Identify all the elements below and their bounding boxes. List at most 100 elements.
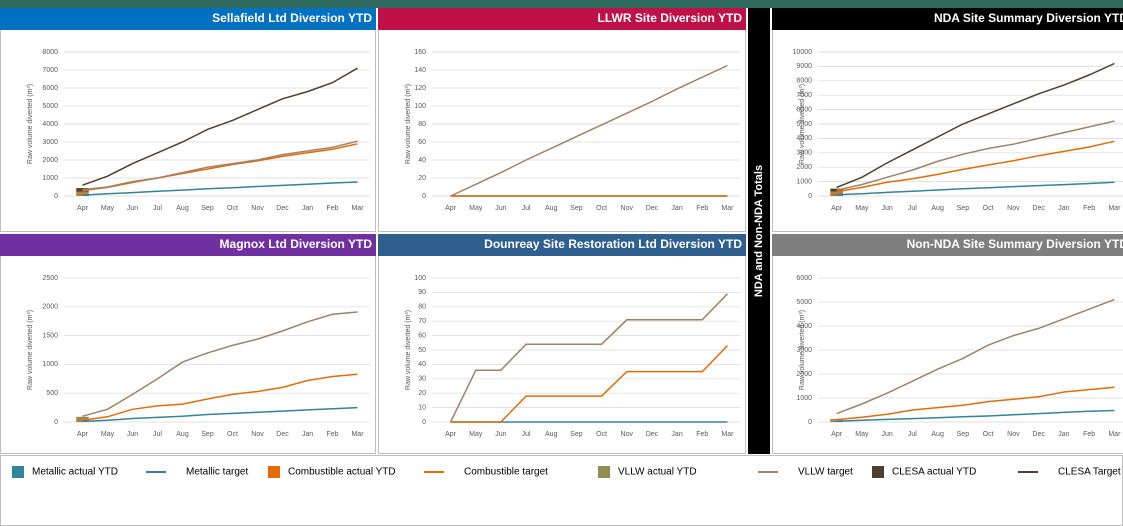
x-tick-label: Apr [445, 431, 457, 438]
x-tick-label: May [101, 205, 115, 212]
y-tick-label: 5000 [796, 299, 812, 306]
target-line [450, 345, 728, 423]
y-tick-label: 0 [422, 193, 426, 200]
y-tick-label: 4000 [796, 135, 812, 142]
x-tick-label: May [469, 431, 483, 438]
x-tick-label: Dec [1032, 205, 1045, 212]
panel-title: Non-NDA Site Summary Diversion YTD [907, 237, 1123, 251]
y-tick-label: 4000 [42, 121, 58, 128]
y-tick-label: 0 [808, 193, 812, 200]
y-tick-label: 120 [414, 85, 426, 92]
y-axis-label: Raw volume diverted (m³) [27, 84, 34, 164]
y-tick-label: 20 [418, 175, 426, 182]
x-tick-label: Aug [176, 205, 189, 212]
panel-header [0, 8, 376, 30]
x-tick-label: Sep [570, 431, 583, 438]
x-tick-label: May [101, 431, 115, 438]
x-tick-label: Aug [545, 431, 558, 438]
x-tick-label: Sep [201, 205, 214, 212]
y-tick-label: 6000 [796, 275, 812, 282]
y-tick-label: 5000 [42, 103, 58, 110]
actual-bar [76, 421, 89, 422]
y-tick-label: 10000 [793, 49, 813, 56]
x-tick-label: Jun [127, 431, 138, 438]
x-tick-label: Jan [671, 205, 682, 212]
y-tick-label: 3000 [42, 139, 58, 146]
legend-swatch [872, 466, 884, 478]
legend-label: VLLW target [798, 467, 853, 478]
x-tick-label: Feb [696, 431, 708, 438]
y-axis-label: Raw volume diverted (m³) [27, 310, 34, 390]
x-tick-label: Nov [251, 431, 264, 438]
x-tick-label: Aug [176, 431, 189, 438]
y-tick-label: 0 [54, 419, 58, 426]
x-tick-label: May [469, 205, 483, 212]
x-tick-label: Apr [77, 431, 89, 438]
x-tick-label: Apr [831, 431, 843, 438]
x-tick-label: May [855, 431, 869, 438]
y-tick-label: 50 [418, 347, 426, 354]
y-tick-label: 2000 [42, 157, 58, 164]
target-line [836, 120, 1115, 191]
y-tick-label: 40 [418, 361, 426, 368]
x-tick-label: Jul [522, 431, 531, 438]
x-tick-label: Nov [251, 205, 264, 212]
x-tick-label: Oct [983, 205, 994, 212]
x-tick-label: Nov [621, 431, 634, 438]
actual-bar [76, 416, 89, 420]
actual-bar [76, 195, 89, 196]
y-tick-label: 2000 [796, 164, 812, 171]
panel-title: NDA Site Summary Diversion YTD [934, 11, 1123, 25]
x-tick-label: Aug [931, 431, 944, 438]
x-tick-label: Nov [621, 205, 634, 212]
x-tick-label: May [855, 205, 869, 212]
y-axis-label: Raw volume diverted (m³) [405, 310, 412, 390]
target-line [82, 373, 358, 422]
target-line [836, 140, 1115, 193]
x-tick-label: Apr [831, 205, 843, 212]
y-tick-label: 6000 [42, 85, 58, 92]
y-tick-label: 4000 [796, 323, 812, 330]
x-tick-label: Feb [1083, 431, 1095, 438]
legend-label: CLESA Target [1058, 467, 1121, 478]
y-tick-label: 0 [54, 193, 58, 200]
x-tick-label: Sep [957, 205, 970, 212]
side-band [748, 8, 770, 454]
y-tick-label: 1500 [42, 332, 58, 339]
target-line [82, 181, 358, 196]
panel-title: Sellafield Ltd Diversion YTD [212, 11, 372, 25]
actual-bar [830, 195, 843, 196]
legend-label: VLLW actual YTD [618, 467, 697, 478]
x-tick-label: Feb [326, 205, 338, 212]
x-tick-label: Nov [1007, 205, 1020, 212]
x-tick-label: Dec [276, 431, 289, 438]
y-tick-label: 100 [414, 103, 426, 110]
y-tick-label: 1000 [42, 175, 58, 182]
x-tick-label: Sep [957, 431, 970, 438]
panel-header [378, 8, 746, 30]
x-tick-label: Oct [983, 431, 994, 438]
x-tick-label: Mar [1108, 431, 1121, 438]
target-line [82, 406, 358, 423]
panel-title: Dounreay Site Restoration Ltd Diversion … [484, 237, 742, 251]
x-tick-label: Sep [201, 431, 214, 438]
x-tick-label: Aug [931, 205, 944, 212]
actual-bar [76, 191, 89, 194]
y-tick-label: 1000 [796, 178, 812, 185]
legend-label: Metallic target [186, 467, 248, 478]
x-tick-label: Feb [326, 431, 338, 438]
x-tick-label: Feb [1083, 205, 1095, 212]
panel-border [378, 8, 746, 232]
x-tick-label: Aug [545, 205, 558, 212]
target-line [836, 386, 1115, 421]
legend-swatch [598, 466, 610, 478]
y-tick-label: 9000 [796, 63, 812, 70]
y-tick-label: 90 [418, 289, 426, 296]
legend-swatch [12, 466, 24, 478]
top-strip [0, 0, 1123, 8]
x-tick-label: Dec [646, 205, 659, 212]
x-tick-label: Jul [522, 205, 531, 212]
x-tick-label: Jun [881, 431, 892, 438]
x-tick-label: Mar [351, 205, 364, 212]
